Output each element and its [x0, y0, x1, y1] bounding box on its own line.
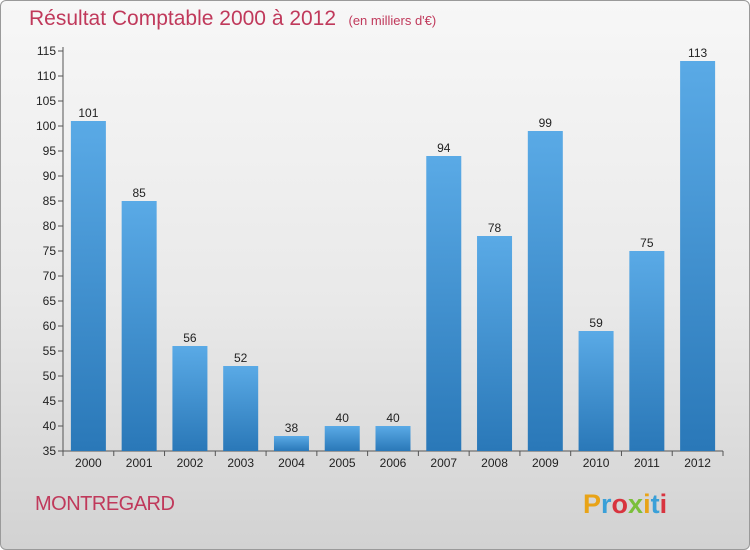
logo-letter: i [659, 489, 668, 519]
y-tick-label: 110 [37, 69, 56, 83]
x-tick-label: 2002 [177, 456, 204, 470]
y-tick-label: 90 [43, 169, 57, 183]
y-tick-label: 65 [43, 294, 57, 308]
x-tick-label: 2008 [481, 456, 508, 470]
bar [578, 331, 614, 451]
commune-name: MONTREGARD [35, 493, 175, 515]
y-tick-label: 50 [43, 369, 57, 383]
y-tick-label: 100 [36, 119, 56, 133]
y-tick-label: 75 [43, 244, 57, 258]
y-tick-label: 115 [37, 44, 56, 58]
bar-value-label: 59 [589, 316, 603, 330]
bar-value-label: 40 [386, 411, 400, 425]
x-tick-label: 2006 [380, 456, 407, 470]
bar-value-label: 75 [640, 236, 654, 250]
bar-value-label: 78 [488, 221, 502, 235]
bar-value-label: 101 [78, 106, 98, 120]
logo-letter: o [611, 489, 629, 519]
x-tick-label: 2003 [227, 456, 254, 470]
x-tick-label: 2009 [532, 456, 559, 470]
x-tick-label: 2000 [75, 456, 102, 470]
bar-value-label: 56 [183, 331, 197, 345]
bar [527, 131, 563, 451]
x-tick-label: 2007 [430, 456, 457, 470]
y-tick-label: 40 [43, 419, 57, 433]
bar [324, 426, 360, 451]
bar [375, 426, 411, 451]
x-tick-label: 2001 [126, 456, 153, 470]
bar [70, 121, 106, 451]
bar-value-label: 40 [336, 411, 350, 425]
y-tick-label: 95 [43, 144, 57, 158]
chart-title: Résultat Comptable 2000 à 2012 (en milli… [29, 7, 436, 31]
bar [172, 346, 208, 451]
y-tick-label: 55 [43, 344, 57, 358]
y-tick-label: 105 [36, 94, 56, 108]
title-subtitle: (en milliers d'€) [348, 13, 437, 28]
x-tick-label: 2004 [278, 456, 305, 470]
bar-value-label: 113 [688, 46, 707, 60]
y-tick-label: 70 [43, 269, 57, 283]
logo-letter: r [601, 489, 612, 519]
bar [121, 201, 157, 451]
logo-letter: t [650, 489, 660, 519]
x-tick-label: 2011 [634, 456, 660, 470]
y-tick-label: 35 [43, 444, 57, 458]
x-tick-label: 2005 [329, 456, 356, 470]
bar [629, 251, 665, 451]
x-tick-label: 2010 [583, 456, 610, 470]
bar [223, 366, 259, 451]
bar-value-label: 94 [437, 141, 451, 155]
bar [273, 436, 309, 451]
y-tick-label: 80 [43, 219, 57, 233]
bar [426, 156, 462, 451]
x-tick-label: 2012 [684, 456, 711, 470]
bar-value-label: 85 [132, 186, 146, 200]
logo-letter: x [628, 489, 644, 519]
y-tick-label: 45 [43, 394, 57, 408]
bar-value-label: 38 [285, 421, 299, 435]
title-main: Résultat Comptable 2000 à 2012 [29, 7, 337, 30]
logo-letter: i [643, 489, 651, 519]
bar [680, 61, 716, 451]
y-tick-label: 60 [43, 319, 57, 333]
y-tick-label: 85 [43, 194, 57, 208]
logo-letter: P [583, 489, 602, 519]
bar-value-label: 52 [234, 351, 248, 365]
proxiti-logo: Proxiti [583, 489, 667, 520]
bar-value-label: 99 [539, 116, 553, 130]
bar [477, 236, 513, 451]
